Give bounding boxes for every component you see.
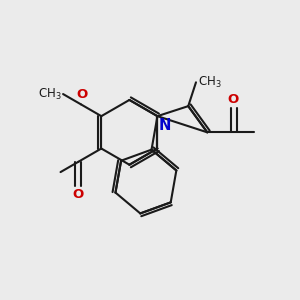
Text: N: N (159, 118, 171, 133)
Text: CH$_3$: CH$_3$ (38, 86, 61, 102)
Text: CH$_3$: CH$_3$ (198, 75, 222, 90)
Text: O: O (77, 88, 88, 101)
Text: O: O (72, 188, 83, 201)
Text: O: O (228, 93, 239, 106)
